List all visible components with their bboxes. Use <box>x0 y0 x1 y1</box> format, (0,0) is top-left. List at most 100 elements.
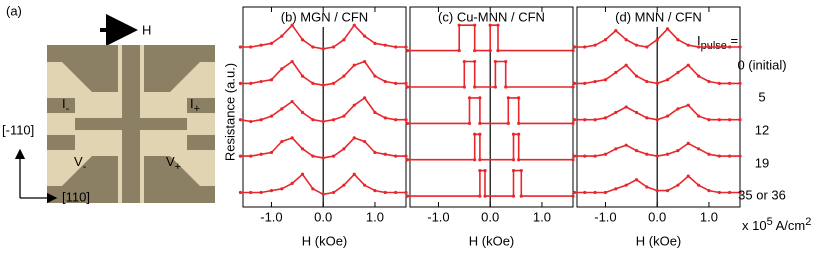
trace-point <box>249 154 253 158</box>
x-tick-label: -1.0 <box>594 209 616 224</box>
trace-point <box>728 190 732 195</box>
trace-point <box>238 154 243 158</box>
trace-point <box>363 34 367 38</box>
trace-point <box>655 154 659 158</box>
micrograph <box>47 45 215 203</box>
trace-point <box>280 34 284 38</box>
trace-point <box>238 190 243 195</box>
trace-point <box>269 41 274 45</box>
x-tick-label: 0.0 <box>314 209 332 224</box>
trace-point <box>655 81 659 85</box>
trace-point <box>593 79 597 84</box>
trace-point <box>280 187 284 191</box>
label-sub: + <box>175 161 181 173</box>
trace-point <box>634 43 639 47</box>
current-label: I- <box>62 96 70 114</box>
trace-point <box>238 45 243 49</box>
trace-point <box>363 59 367 64</box>
trace-point <box>488 23 492 27</box>
trace-point <box>473 158 477 162</box>
trace-point <box>363 183 367 187</box>
trace-point <box>571 85 575 89</box>
trace-point <box>717 190 721 195</box>
legend-title-sub: pulse <box>701 40 727 52</box>
trace-point <box>342 147 346 151</box>
trace-point <box>665 189 670 193</box>
trace-point <box>404 118 408 122</box>
trace-point <box>259 152 263 156</box>
label-main: I <box>62 96 66 111</box>
trace-point <box>603 190 608 195</box>
plot-frame <box>409 6 574 208</box>
axis-label: [-110] <box>2 122 34 137</box>
legend-label: 19 <box>755 155 769 170</box>
unit-label: x 105 A/cm2 <box>742 216 811 234</box>
trace-point <box>738 81 742 85</box>
label-sub: - <box>66 103 70 115</box>
trace-point <box>583 81 587 85</box>
label-main: V <box>74 154 83 169</box>
trace-point <box>738 190 742 195</box>
trace-point <box>572 154 577 158</box>
trace-point <box>624 183 628 187</box>
trace-point <box>331 118 336 122</box>
trace-point <box>383 79 387 84</box>
trace-point <box>405 194 410 198</box>
trace-point <box>321 192 325 196</box>
trace-point <box>676 70 680 75</box>
trace-point <box>300 110 305 115</box>
trace-point <box>342 38 346 42</box>
trace-point <box>280 107 284 111</box>
trace-point <box>259 118 263 122</box>
trace-point <box>511 132 516 136</box>
x-tick-label: 1.0 <box>366 209 384 224</box>
trace-point <box>506 121 510 125</box>
trace-point <box>511 169 516 173</box>
trace-point <box>488 49 492 53</box>
label-main: V <box>166 154 175 169</box>
trace-point <box>269 78 274 82</box>
trace-point <box>634 178 639 182</box>
trace-point <box>506 96 510 100</box>
trace-point <box>504 85 508 89</box>
trace-point <box>697 147 701 151</box>
trace-point <box>738 118 742 122</box>
trace-point <box>717 81 721 85</box>
x-axis-label: H (kOe) <box>636 233 682 248</box>
voltage-label: V- <box>74 154 87 172</box>
trace-point <box>686 63 690 67</box>
trace-point <box>462 59 466 64</box>
trace-point <box>259 190 263 195</box>
trace-point <box>571 121 575 125</box>
trace-point <box>707 189 711 193</box>
trace-point <box>483 194 487 198</box>
trace-point <box>473 49 477 53</box>
trace <box>407 97 573 125</box>
trace-point <box>686 174 690 178</box>
trace-point <box>519 194 523 198</box>
trace-point <box>593 43 597 47</box>
trace-point <box>614 29 618 33</box>
trace <box>407 60 573 88</box>
trace-point <box>352 172 356 176</box>
trace-point <box>405 121 410 125</box>
trace-point <box>394 118 398 122</box>
legend-label: 5 <box>758 89 765 104</box>
trace-point <box>373 189 377 193</box>
trace-point <box>290 181 294 185</box>
trace-point <box>405 85 410 89</box>
panel-title: (c) Cu-MNN / CFN <box>438 9 545 24</box>
trace-point <box>717 154 721 158</box>
trace-point <box>457 49 461 53</box>
trace-point <box>331 81 336 85</box>
trace-point <box>404 81 408 85</box>
trace-point <box>645 79 649 84</box>
trace-point <box>383 116 387 120</box>
trace-point <box>478 121 482 125</box>
label-sub: + <box>194 103 200 115</box>
trace-point <box>300 172 305 176</box>
trace-point <box>373 74 377 78</box>
trace-point <box>504 59 508 64</box>
trace-point <box>363 96 367 100</box>
trace-point <box>583 190 587 195</box>
